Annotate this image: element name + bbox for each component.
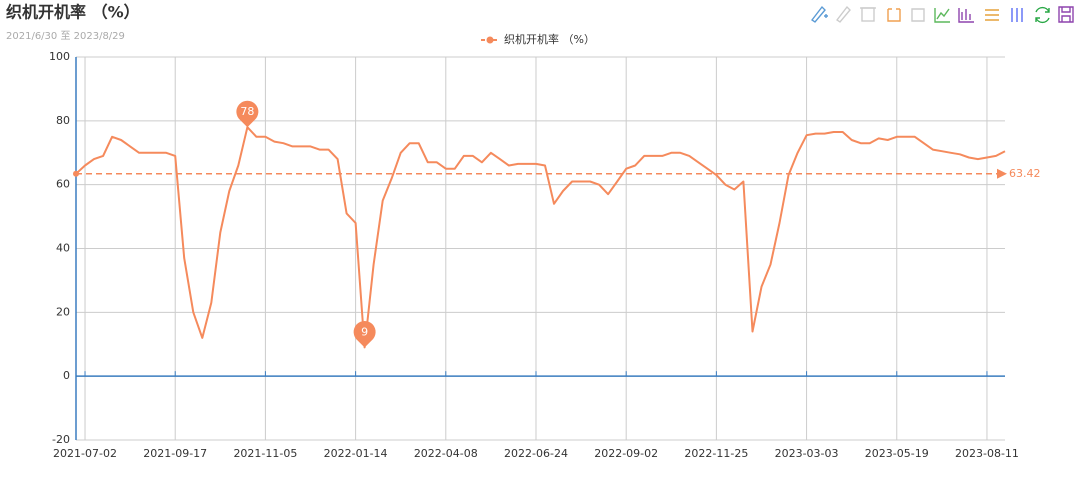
y-tick-label: 20 — [56, 305, 70, 318]
data-line — [75, 126, 1006, 349]
legend-label: 织机开机率 （%） — [504, 32, 595, 46]
average-arrow — [997, 168, 1007, 179]
x-tick-label: 2022-01-14 — [324, 447, 388, 460]
x-tick-label: 2022-06-24 — [504, 447, 568, 460]
y-tick-label: 40 — [56, 242, 70, 255]
tool-zoom[interactable] — [887, 8, 901, 22]
legend-symbol — [486, 36, 494, 44]
tool-bar[interactable] — [958, 8, 974, 23]
tool-line[interactable] — [934, 8, 950, 23]
tool-tiled[interactable] — [1011, 8, 1023, 22]
x-tick-label: 2022-04-08 — [414, 447, 478, 460]
tool-back[interactable] — [911, 8, 925, 22]
y-tick-label: 80 — [56, 114, 70, 127]
x-tick-label: 2021-09-17 — [143, 447, 207, 460]
x-tick-label: 2022-11-25 — [684, 447, 748, 460]
tool-stack[interactable] — [985, 9, 999, 21]
y-tick-label: 100 — [49, 50, 70, 63]
pin — [236, 100, 259, 128]
mark-point: 78 — [236, 100, 259, 128]
x-tick-label: 2023-08-11 — [955, 447, 1019, 460]
chart-title: 织机开机率 （%） — [6, 3, 140, 22]
x-tick-label: 2023-03-03 — [775, 447, 839, 460]
tool-undo[interactable] — [835, 5, 851, 23]
toolbox — [810, 5, 1074, 24]
x-tick-label: 2022-09-02 — [594, 447, 658, 460]
x-tick-label: 2021-11-05 — [233, 447, 297, 460]
tool-mark[interactable] — [810, 5, 828, 23]
average-start — [73, 170, 79, 177]
y-tick-label: 0 — [63, 369, 70, 382]
y-tick-label: 60 — [56, 178, 70, 191]
mark-point: 9 — [353, 320, 376, 348]
y-tick-label: -20 — [52, 433, 70, 446]
chart-subtitle: 2021/6/30 至 2023/8/29 — [6, 30, 125, 42]
x-tick-label: 2021-07-02 — [53, 447, 117, 460]
average-label: 63.42 — [1009, 167, 1041, 180]
x-tick-label: 2023-05-19 — [865, 447, 929, 460]
tool-clear[interactable] — [860, 7, 876, 22]
pin — [353, 320, 376, 348]
tool-restore[interactable] — [1035, 6, 1050, 24]
pin-label: 78 — [240, 105, 254, 118]
tool-save[interactable] — [1058, 6, 1074, 23]
pin-label: 9 — [361, 325, 368, 338]
